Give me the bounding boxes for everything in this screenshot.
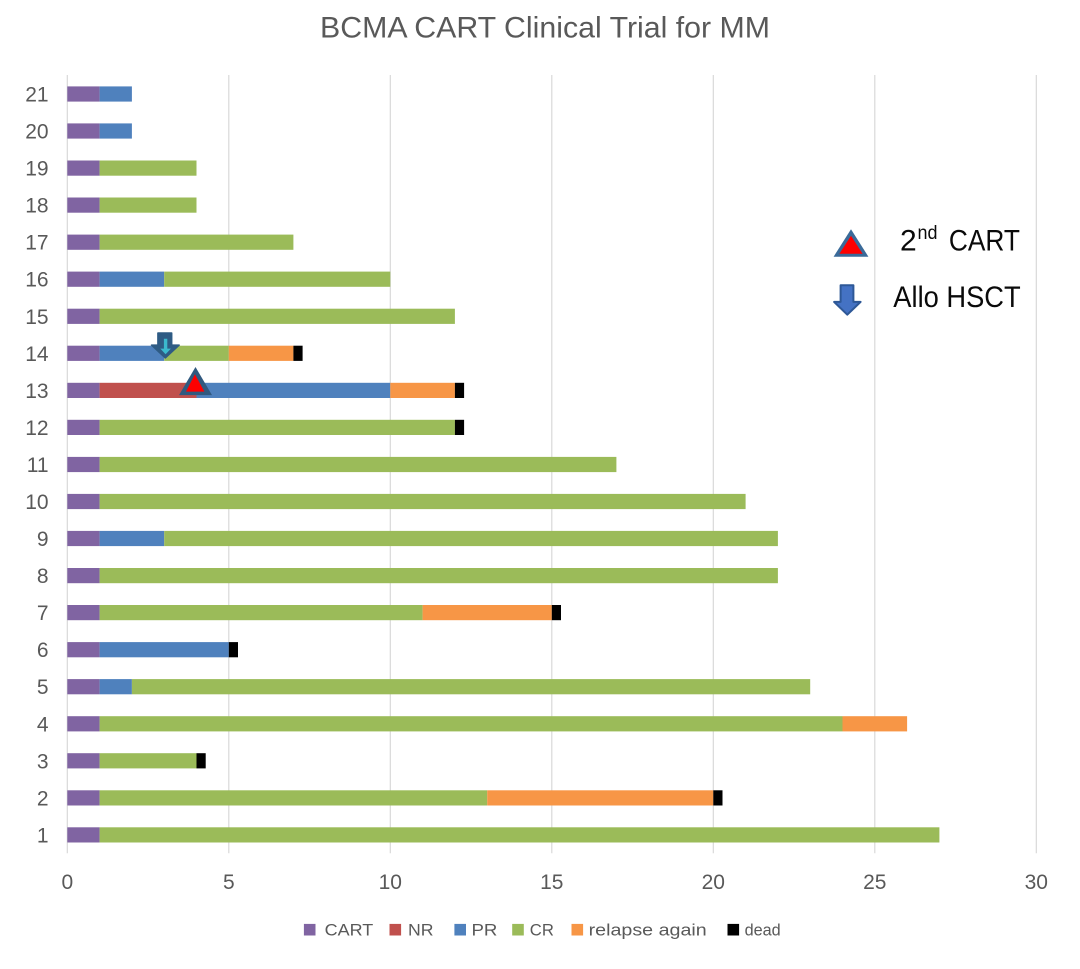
svg-text:nd: nd [918, 223, 938, 244]
svg-text:1: 1 [37, 824, 49, 847]
svg-text:10: 10 [379, 871, 402, 894]
svg-text:10: 10 [25, 491, 48, 514]
svg-text:9: 9 [37, 528, 49, 551]
svg-text:BCMA CART Clinical Trial for M: BCMA CART Clinical Trial for MM [320, 12, 770, 45]
svg-text:20: 20 [702, 871, 725, 894]
svg-text:21: 21 [25, 84, 48, 107]
svg-text:CART: CART [325, 921, 374, 940]
svg-text:3: 3 [37, 750, 49, 773]
svg-text:16: 16 [25, 269, 48, 292]
svg-text:11: 11 [27, 454, 49, 477]
svg-text:30: 30 [1025, 871, 1048, 894]
svg-text:4: 4 [37, 713, 49, 736]
svg-text:NR: NR [408, 921, 434, 940]
svg-text:5: 5 [223, 871, 235, 894]
svg-text:19: 19 [25, 158, 48, 181]
svg-text:15: 15 [25, 306, 48, 329]
svg-text:5: 5 [37, 676, 49, 699]
svg-text:20: 20 [25, 121, 48, 144]
svg-text:12: 12 [25, 417, 48, 440]
svg-text:Allo HSCT: Allo HSCT [893, 281, 1020, 314]
svg-text:25: 25 [863, 871, 886, 894]
svg-text:13: 13 [25, 380, 48, 403]
svg-text:6: 6 [37, 639, 49, 662]
svg-text:2: 2 [37, 787, 49, 810]
svg-text:2: 2 [900, 225, 917, 258]
svg-text:0: 0 [61, 871, 73, 894]
svg-text:CART: CART [949, 225, 1020, 258]
svg-text:CR: CR [530, 921, 554, 940]
svg-text:18: 18 [25, 195, 48, 218]
svg-text:15: 15 [540, 871, 563, 894]
svg-text:7: 7 [37, 602, 49, 625]
svg-text:14: 14 [25, 343, 49, 366]
svg-text:dead: dead [745, 921, 781, 940]
svg-text:PR: PR [472, 921, 498, 940]
svg-text:relapse again: relapse again [589, 921, 707, 940]
svg-text:8: 8 [37, 565, 49, 588]
svg-text:17: 17 [25, 232, 48, 255]
